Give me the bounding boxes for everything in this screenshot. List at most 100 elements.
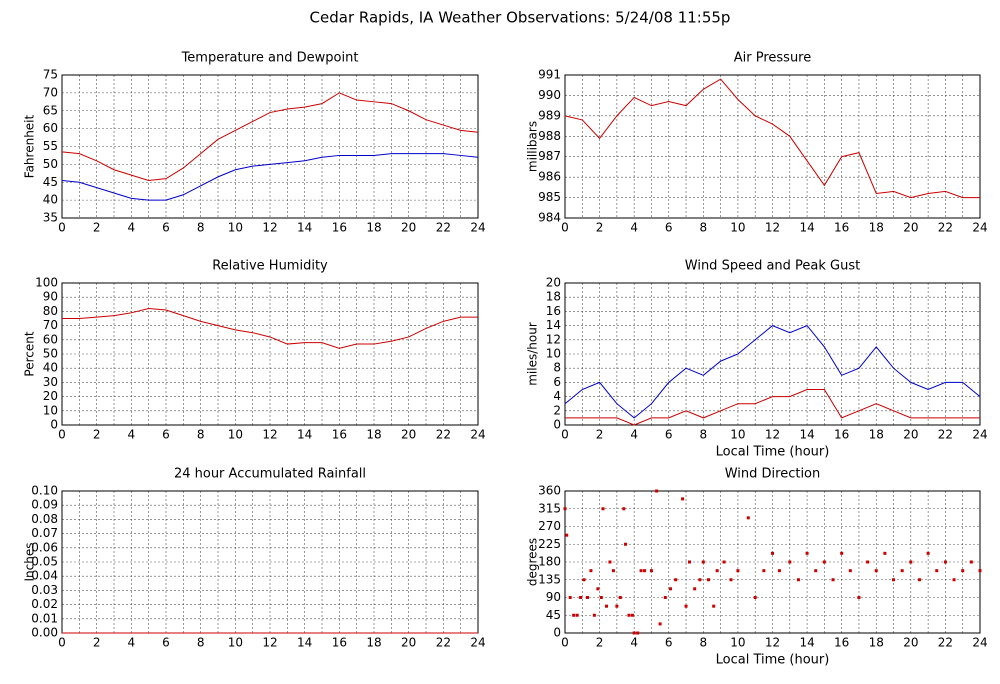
data-line [61,153,479,201]
y-axis-label: millibars [526,121,540,172]
data-point [943,560,947,564]
data-point [624,542,628,546]
plot-frame [61,74,479,219]
x-tick-label: 22 [938,428,953,442]
y-tick-label: 100 [35,276,58,290]
data-point [900,569,904,573]
data-point [952,578,956,582]
y-tick-label: 0.03 [31,583,58,597]
x-tick-label: 20 [903,428,918,442]
data-point [582,578,586,582]
data-point [639,569,643,573]
data-point [722,560,726,564]
x-tick-label: 2 [596,636,604,650]
y-tick-label: 65 [43,103,58,117]
panel-title: Temperature and Dewpoint [181,51,359,66]
data-point [630,613,634,617]
y-tick-label: 135 [538,572,561,586]
data-point [746,516,750,520]
data-point [707,578,711,582]
data-point [655,489,659,493]
y-tick-label: 4 [553,389,561,403]
x-tick-label: 10 [228,636,243,650]
y-tick-label: 985 [538,190,561,204]
x-tick-label: 8 [700,428,708,442]
x-tick-label: 22 [436,636,451,650]
y-axis-label: miles/hour [526,322,540,386]
panel-title: Air Pressure [734,51,812,66]
x-tick-label: 8 [197,221,205,235]
x-tick-label: 16 [332,428,347,442]
y-tick-label: 991 [538,68,561,82]
x-tick-label: 14 [297,636,312,650]
data-point [883,551,887,555]
x-tick-label: 4 [630,428,638,442]
y-tick-label: 989 [538,108,561,122]
data-point [840,551,844,555]
y-tick-label: 315 [538,501,561,515]
x-tick-label: 6 [162,221,170,235]
y-tick-label: 75 [43,68,58,82]
x-tick-label: 0 [561,428,569,442]
y-tick-label: 20 [43,389,58,403]
x-tick-label: 4 [128,428,136,442]
x-axis-label: Local Time (hour) [716,653,830,668]
x-tick-label: 24 [972,221,987,235]
data-point [608,560,612,564]
y-tick-label: 0.04 [31,569,58,583]
plot-frame [61,282,479,426]
x-tick-label: 8 [197,636,205,650]
x-tick-label: 2 [93,221,101,235]
y-axis-label: Fahrenheit [23,114,37,178]
data-point [643,569,647,573]
x-tick-label: 12 [262,636,277,650]
x-tick-label: 14 [297,428,312,442]
data-point [857,596,861,599]
y-tick-label: 80 [43,304,58,318]
data-point [649,569,653,573]
data-point [909,560,913,564]
y-tick-label: 2 [553,403,561,417]
page-title: Cedar Rapids, IA Weather Observations: 5… [310,9,731,27]
y-tick-label: 0.06 [31,540,58,554]
panel-title: Wind Speed and Peak Gust [685,259,860,274]
x-tick-label: 22 [436,221,451,235]
x-tick-label: 20 [903,636,918,650]
x-tick-label: 24 [972,636,987,650]
x-tick-label: 14 [799,221,814,235]
data-point [917,578,921,582]
x-tick-label: 20 [401,636,416,650]
x-tick-label: 10 [228,221,243,235]
y-tick-label: 50 [43,347,58,361]
panel-title: Relative Humidity [212,259,328,274]
data-point [589,569,593,573]
data-point [715,569,719,573]
data-point [599,596,603,599]
data-point [796,578,800,582]
data-point [701,560,705,564]
y-tick-label: 55 [43,139,58,153]
y-tick-label: 0 [553,418,561,432]
x-tick-label: 14 [799,428,814,442]
y-tick-label: 225 [538,537,561,551]
x-tick-label: 2 [596,221,604,235]
y-tick-label: 10 [43,403,58,417]
x-tick-label: 24 [470,428,485,442]
data-point [658,622,662,626]
data-point [788,560,792,564]
x-tick-label: 0 [58,636,66,650]
x-tick-label: 10 [730,428,745,442]
x-tick-label: 12 [765,428,780,442]
x-tick-label: 14 [799,636,814,650]
x-tick-label: 20 [903,221,918,235]
data-line [564,324,981,419]
y-tick-label: 360 [538,484,561,498]
x-tick-label: 14 [297,221,312,235]
panel: 24 hour Accumulated RainfallInches0.000.… [23,467,486,650]
x-tick-label: 16 [834,428,849,442]
y-tick-label: 6 [553,375,561,389]
x-tick-label: 0 [561,221,569,235]
y-tick-label: 0.08 [31,512,58,526]
